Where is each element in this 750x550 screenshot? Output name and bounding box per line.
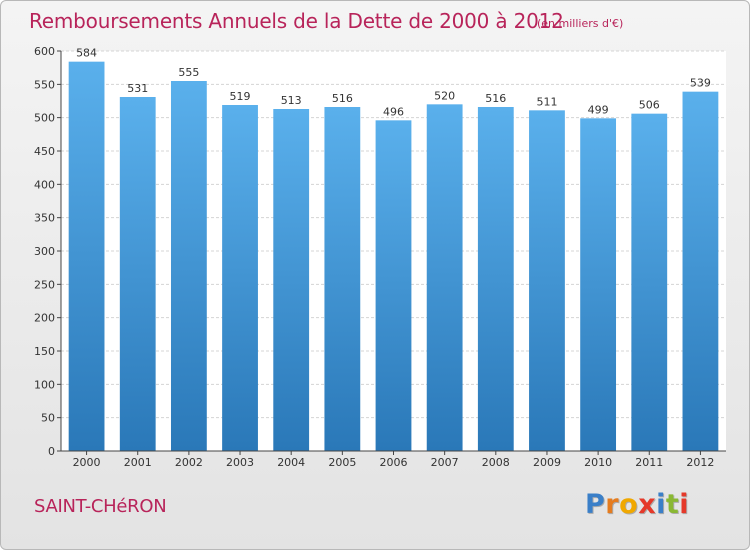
- y-tick-label: 600: [34, 45, 55, 58]
- y-tick-label: 250: [34, 278, 55, 291]
- value-label: 516: [485, 92, 506, 105]
- x-axis: 2000 2001 2002 2003 2004 2005 2006 2007 2008 2009…: [61, 450, 726, 469]
- logo-letter: P: [585, 489, 606, 520]
- y-tick-label: 300: [34, 245, 55, 258]
- bar-2004: [273, 109, 310, 451]
- y-axis: 0 50 100 150 200 250 300 350 400 450 500 550 600: [34, 45, 62, 458]
- value-label: 516: [332, 92, 353, 105]
- x-tick-label: 2012: [686, 456, 714, 469]
- y-tick-label: 50: [41, 412, 55, 425]
- bar-2003: [222, 105, 258, 451]
- x-tick-label: 2000: [73, 456, 101, 469]
- x-tick-label: 2007: [431, 456, 459, 469]
- bar-2012: [682, 91, 719, 452]
- x-tick-label: 2010: [584, 456, 612, 469]
- chart-subtitle: (en milliers d'€): [537, 17, 624, 30]
- y-tick-label: 500: [34, 112, 55, 125]
- logo-letter: i: [679, 489, 690, 520]
- bars: [68, 61, 719, 452]
- logo-letter: i: [656, 489, 666, 520]
- y-tick-label: 150: [34, 345, 55, 358]
- value-label: 519: [230, 90, 251, 103]
- x-tick-label: 2006: [380, 456, 408, 469]
- value-label: 555: [178, 66, 199, 79]
- y-tick-label: 400: [34, 178, 55, 191]
- bar-2000: [68, 61, 105, 452]
- logo-letter: t: [665, 489, 680, 520]
- logo-letter: r: [605, 489, 620, 520]
- bar-2010: [580, 118, 617, 451]
- bar-2007: [426, 104, 463, 451]
- value-label: 531: [127, 82, 148, 95]
- x-tick-label: 2004: [277, 456, 305, 469]
- value-label: 499: [588, 103, 609, 116]
- value-label: 511: [536, 95, 557, 108]
- x-tick-label: 2001: [124, 456, 152, 469]
- y-tick-label: 0: [48, 445, 55, 458]
- commune-name: SAINT-CHéRON: [34, 496, 167, 517]
- value-label: 539: [690, 77, 711, 90]
- y-tick-label: 350: [34, 212, 55, 225]
- y-tick-label: 550: [34, 78, 55, 91]
- value-labels: 584 531 555 519 513 516 496 520 516 511 499 506 539: [76, 47, 711, 119]
- bar-2011: [631, 113, 668, 452]
- x-tick-label: 2005: [328, 456, 356, 469]
- y-tick-label: 450: [34, 145, 55, 158]
- bar-2006: [375, 120, 412, 451]
- value-label: 513: [281, 94, 302, 107]
- proxiti-logo: Proxiti: [585, 489, 689, 520]
- value-label: 520: [434, 89, 455, 102]
- y-tick-label: 200: [34, 312, 55, 325]
- value-label: 496: [383, 105, 404, 118]
- x-tick-label: 2009: [533, 456, 561, 469]
- bar-2005: [324, 107, 361, 451]
- bar-2009: [529, 110, 565, 451]
- value-label: 506: [639, 99, 660, 112]
- x-tick-label: 2002: [175, 456, 203, 469]
- y-tick-label: 100: [34, 378, 55, 391]
- value-label: 584: [76, 47, 97, 60]
- bar-2001: [119, 97, 156, 451]
- logo-letter: o: [619, 489, 639, 520]
- logo-letter: x: [638, 489, 657, 520]
- chart-title: Remboursements Annuels de la Dette de 20…: [29, 9, 564, 33]
- x-tick-label: 2003: [226, 456, 254, 469]
- x-tick-label: 2008: [482, 456, 510, 469]
- bar-2002: [170, 81, 207, 451]
- x-tick-label: 2011: [635, 456, 663, 469]
- bar-2008: [477, 107, 514, 451]
